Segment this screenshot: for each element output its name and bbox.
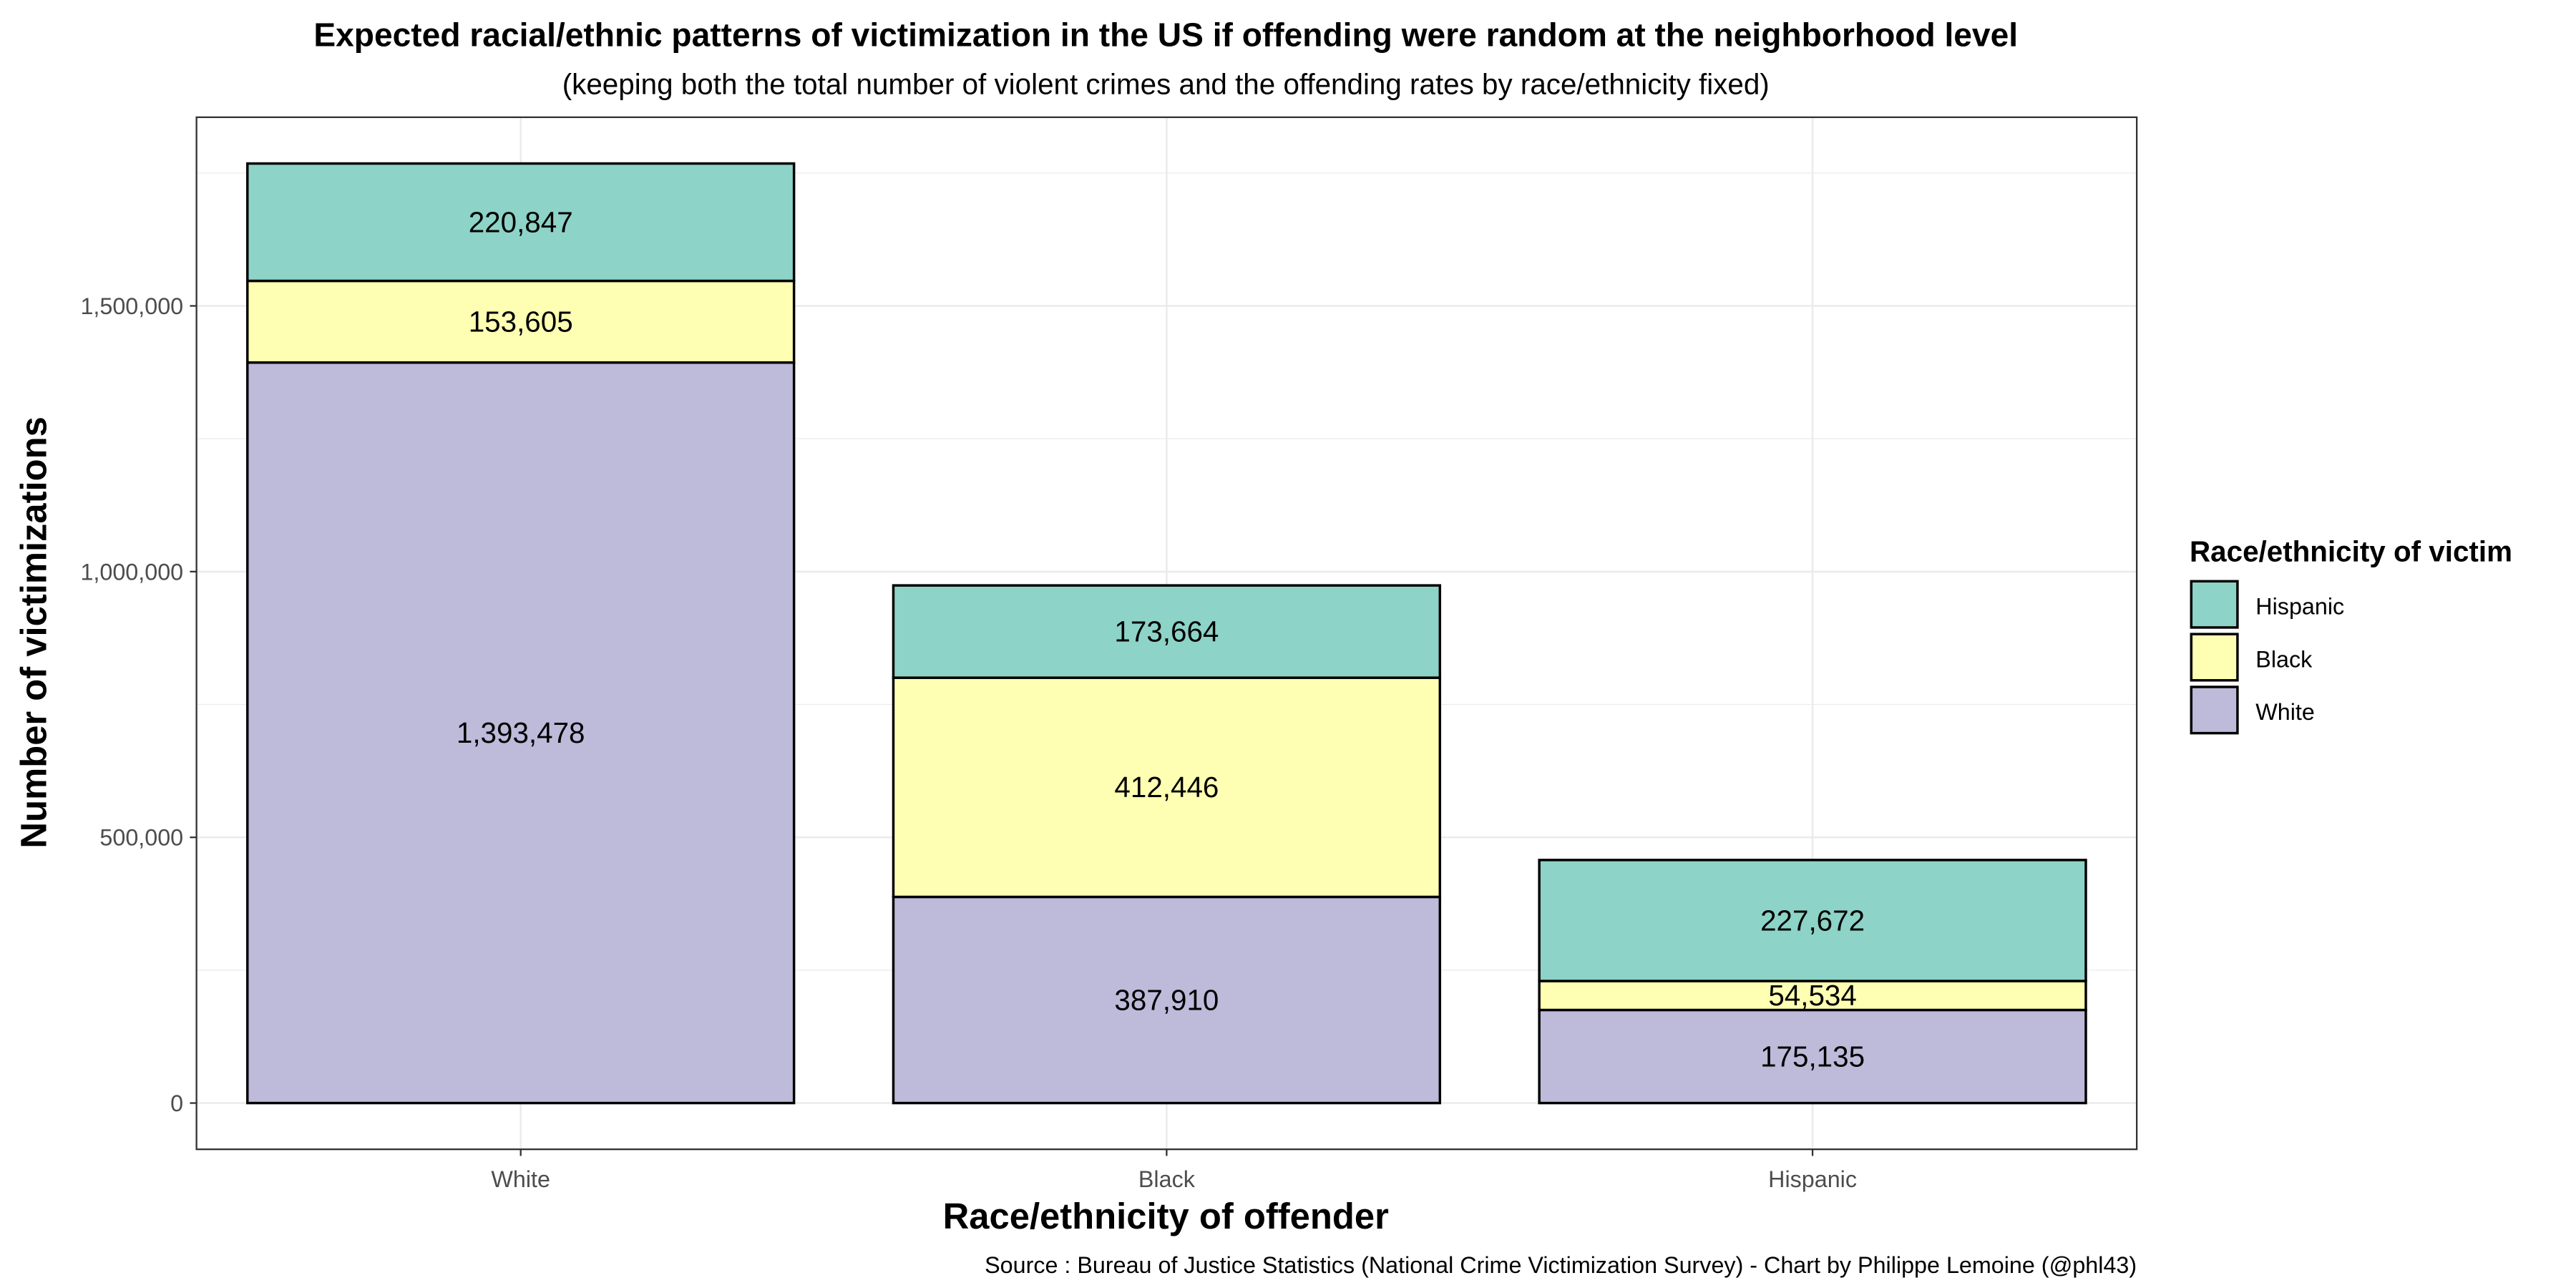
bar-black: 387,910 412,446 173,664 <box>892 584 1442 1105</box>
data-label: 220,847 <box>469 205 573 238</box>
legend-title: Race/ethnicity of victim <box>2190 535 2512 568</box>
bar-segment-hispanic <box>246 162 796 283</box>
legend: Race/ethnicity of victim Hispanic Black Whi… <box>2190 535 2512 735</box>
data-label: 1,393,478 <box>457 716 585 749</box>
x-tick-label: White <box>491 1166 550 1192</box>
legend-label: Black <box>2255 646 2313 672</box>
x-tick-label: Hispanic <box>1768 1166 1857 1192</box>
bar-segment-hispanic <box>892 584 1442 679</box>
y-axis-label: Number of victimizations <box>14 416 54 848</box>
legend-label: Hispanic <box>2255 593 2344 619</box>
data-label: 227,672 <box>1760 904 1865 937</box>
chart-title: Expected racial/ethnic patterns of victi… <box>313 16 2018 54</box>
legend-swatch-black <box>2190 633 2239 682</box>
data-label: 153,605 <box>469 305 573 338</box>
y-tick-label: 1,000,000 <box>80 559 183 585</box>
caption: Source : Bureau of Justice Statistics (N… <box>985 1252 2137 1278</box>
bars: 1,393,478 153,605 220,847 387,910 412,446 173… <box>246 162 2087 1105</box>
y-tick-label: 500,000 <box>99 825 183 851</box>
y-tick-label: 1,500,000 <box>80 293 183 319</box>
data-label: 175,135 <box>1760 1040 1865 1073</box>
axes: 0 500,000 1,000,000 1,500,000 White Black Hisp… <box>80 293 1857 1192</box>
data-label: 387,910 <box>1114 983 1219 1016</box>
data-label: 54,534 <box>1768 979 1857 1012</box>
data-label: 173,664 <box>1114 615 1219 648</box>
legend-swatch-hispanic <box>2190 580 2239 629</box>
y-tick-label: 0 <box>170 1091 183 1116</box>
bar-segment-black <box>1538 980 2087 1012</box>
legend-swatch-white <box>2190 686 2239 735</box>
bar-segment-white <box>1538 1008 2087 1105</box>
bar-segment-black <box>892 676 1442 899</box>
chart-subtitle: (keeping both the total number of violen… <box>562 68 1770 101</box>
bar-white: 1,393,478 153,605 220,847 <box>246 162 796 1105</box>
bar-segment-white <box>246 361 796 1105</box>
bar-segment-hispanic <box>1538 859 2087 982</box>
bar-segment-black <box>246 279 796 364</box>
x-axis-label: Race/ethnicity of offender <box>943 1196 1389 1236</box>
x-tick-label: Black <box>1138 1166 1196 1192</box>
data-label: 412,446 <box>1114 771 1219 804</box>
bar-segment-white <box>892 895 1442 1105</box>
bar-hispanic: 175,135 54,534 227,672 <box>1538 859 2087 1105</box>
legend-label: White <box>2255 699 2315 725</box>
